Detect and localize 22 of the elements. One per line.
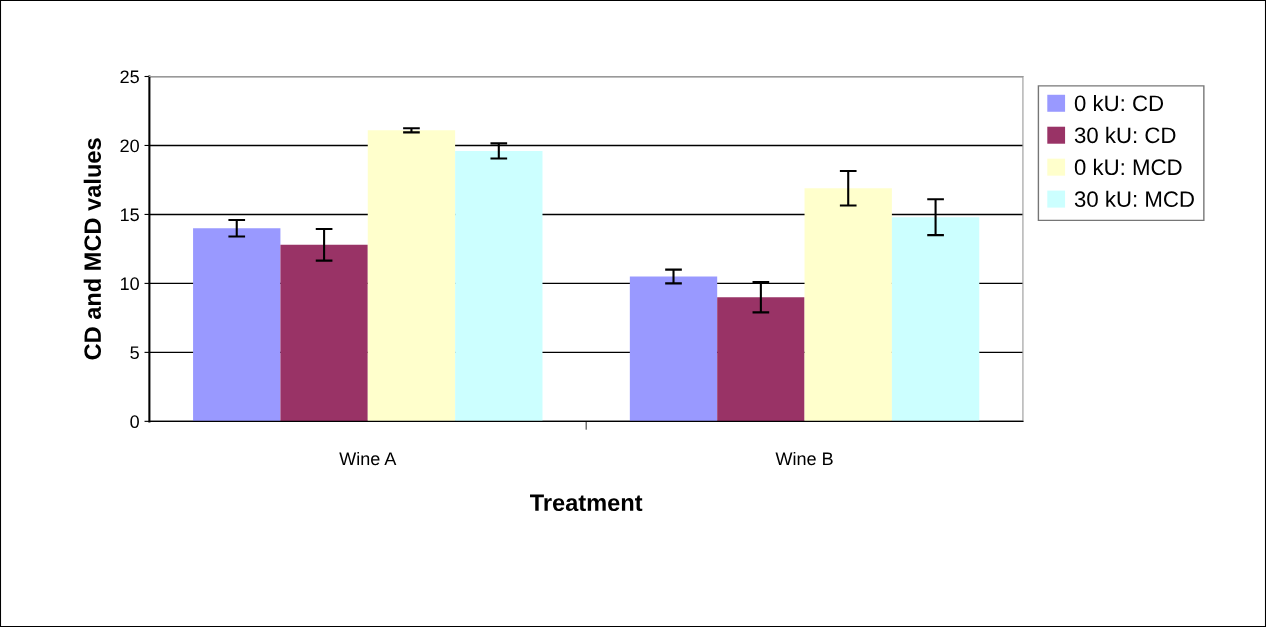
y-tick-label: 10 <box>120 277 139 291</box>
y-tick-label: 25 <box>120 70 139 84</box>
x-axis-title: Treatment <box>530 494 643 512</box>
bar <box>367 130 456 422</box>
bar <box>280 244 368 422</box>
y-axis-title: CD and MCD values <box>83 138 102 360</box>
y-tick-label: 20 <box>120 139 139 153</box>
x-tick-label: Wine B <box>775 451 833 466</box>
bar <box>804 188 892 422</box>
legend-label: 0 kU: MCD <box>1074 158 1182 176</box>
legend-label: 0 kU: CD <box>1074 94 1164 112</box>
bar <box>891 217 980 422</box>
y-tick-label: 15 <box>120 208 139 222</box>
legend-label: 30 kU: MCD <box>1074 190 1194 208</box>
bar <box>629 276 718 422</box>
y-tick-label: 0 <box>130 415 139 429</box>
bar <box>717 297 805 422</box>
x-tick-label: Wine A <box>339 451 397 466</box>
y-tick-label: 5 <box>130 346 139 360</box>
bar <box>455 150 543 422</box>
bar <box>193 228 281 422</box>
legend-label: 30 kU: CD <box>1074 126 1176 144</box>
